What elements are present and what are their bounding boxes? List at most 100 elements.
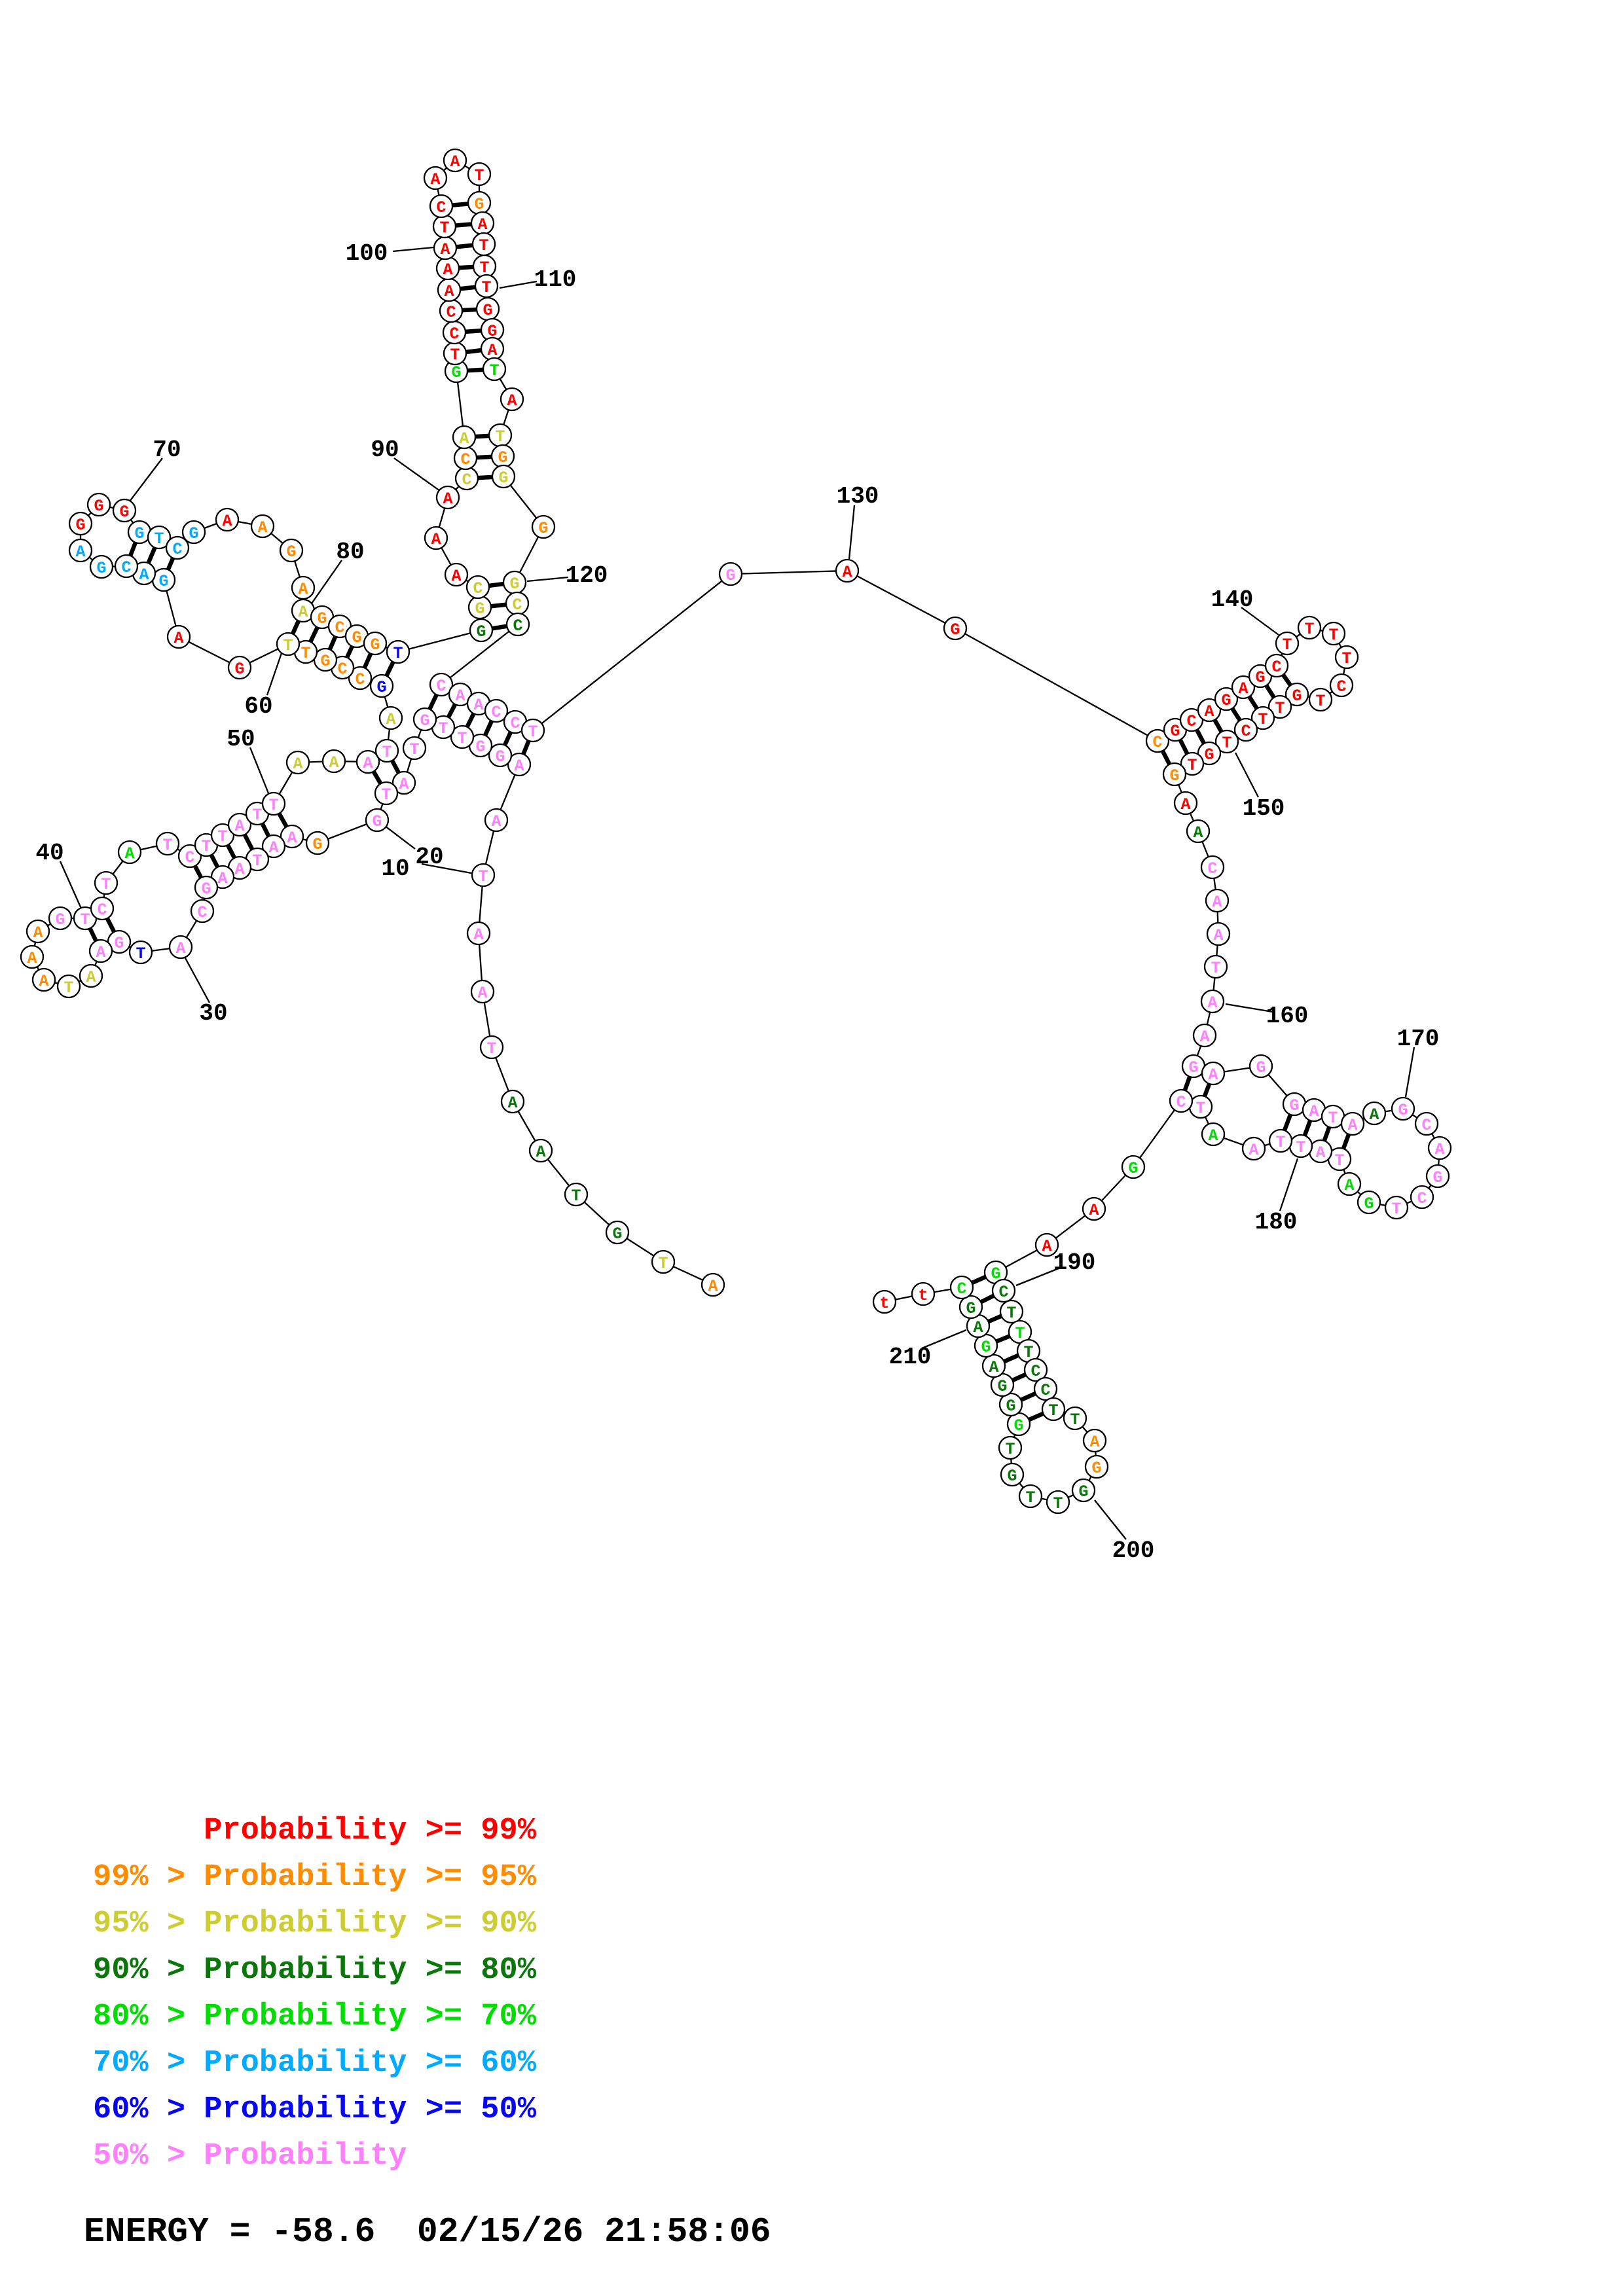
label-leader-line: [129, 457, 163, 502]
nucleotide-circle: [423, 166, 448, 190]
nucleotide-circle: [1186, 819, 1211, 844]
nucleotide-circle: [1214, 687, 1239, 711]
nucleotide: A: [356, 749, 380, 774]
nucleotide-circle: [215, 507, 240, 532]
nucleotide: C: [1023, 1357, 1048, 1382]
nucleotide-letter: G: [1006, 1397, 1015, 1416]
nucleotide: C: [1169, 1088, 1194, 1113]
nucleotide: G: [469, 618, 494, 643]
nucleotide-letter: T: [478, 867, 488, 886]
nucleotide-letter: T: [80, 910, 90, 929]
label-leader-line: [1234, 752, 1260, 798]
nucleotide: A: [444, 562, 469, 587]
nucleotide: G: [491, 464, 516, 489]
nucleotide-letter: G: [1255, 668, 1265, 687]
nucleotide-letter: A: [440, 240, 450, 259]
nucleotide-letter: A: [175, 939, 185, 958]
nucleotide: T: [1063, 1406, 1087, 1431]
label-leader-line: [384, 825, 416, 850]
nucleotide-letter: G: [119, 503, 129, 522]
nucleotide-circle: [872, 1289, 897, 1314]
nucleotide-circle: [1337, 1172, 1362, 1196]
nucleotide: G: [1391, 1096, 1415, 1121]
nucleotide: G: [1282, 1092, 1307, 1117]
nucleotide: C: [1033, 1376, 1058, 1401]
position-label: 160: [1266, 1003, 1309, 1030]
nucleotide: G: [531, 514, 556, 539]
position-label: 150: [1243, 795, 1285, 822]
nucleotide-circle: [1384, 1195, 1409, 1220]
nucleotide-circle: [168, 935, 193, 960]
nucleotide-circle: [1329, 673, 1354, 698]
nucleotide: A: [88, 939, 113, 963]
nucleotide-letter: A: [329, 753, 338, 772]
nucleotide: T: [374, 738, 399, 763]
nucleotide-letter: A: [139, 565, 149, 584]
nucleotide-circle: [1145, 728, 1170, 753]
nucleotide: C: [1200, 855, 1225, 880]
nucleotide: T: [73, 906, 98, 931]
position-label: 170: [1397, 1026, 1440, 1052]
nucleotide-circle: [605, 1220, 630, 1245]
nucleotide-circle: [491, 464, 516, 489]
nucleotide-letter: G: [158, 572, 168, 591]
nucleotide-circle: [1264, 653, 1289, 678]
nucleotide: G: [305, 831, 330, 855]
legend-row: Probability >= 99%: [93, 1814, 536, 1848]
nucleotide-circle: [991, 1278, 1016, 1303]
nucleotide-circle: [261, 834, 286, 859]
nucleotide-letter: G: [376, 678, 386, 697]
nucleotide-circle: [48, 906, 73, 931]
nucleotide: A: [470, 979, 495, 1004]
nucleotide-circle: [1414, 1111, 1439, 1136]
nucleotide-circle: [701, 1272, 725, 1297]
nucleotide-letter: A: [459, 429, 469, 448]
nucleotide: A: [435, 256, 460, 281]
nucleotide-letter: A: [173, 629, 183, 648]
backbone-line: [955, 627, 1158, 742]
nucleotide: A: [392, 770, 416, 795]
nucleotide-letter: C: [957, 1280, 966, 1299]
nucleotide: C: [1410, 1185, 1434, 1210]
nucleotide-letter: G: [114, 934, 124, 953]
nucleotide-letter: G: [950, 620, 960, 639]
nucleotide-circle: [1391, 1096, 1415, 1121]
nucleotide: T: [1188, 1094, 1213, 1119]
nucleotide-letter: G: [370, 636, 380, 655]
nucleotide: C: [1264, 653, 1289, 678]
nucleotide-letter: C: [1336, 677, 1346, 696]
nucleotide: T: [479, 1035, 504, 1060]
nucleotide: A: [701, 1272, 725, 1297]
nucleotide-letter: G: [1078, 1482, 1088, 1501]
nucleotide-letter: A: [234, 860, 244, 879]
nucleotide-letter: T: [1025, 1488, 1035, 1507]
nucleotide-letter: A: [86, 968, 96, 987]
nucleotide-circle: [261, 791, 286, 816]
nucleotide: A: [26, 919, 50, 944]
nucleotide-letter: T: [1222, 734, 1231, 753]
nucleotide-circle: [112, 498, 137, 523]
nucleotide-letter: T: [252, 806, 262, 825]
nucleotide-letter: G: [1013, 1416, 1023, 1435]
label-leader-line: [1241, 607, 1279, 636]
nucleotide: A: [1308, 1139, 1333, 1164]
nucleotide-letter: A: [491, 812, 501, 831]
label-leader-line: [183, 956, 211, 1003]
nucleotide-letter: A: [1238, 679, 1248, 698]
nucleotide-letter: A: [1208, 1066, 1218, 1085]
nucleotide-letter: A: [1434, 1140, 1444, 1159]
nucleotide-circle: [500, 387, 524, 412]
nucleotide: G: [468, 733, 493, 758]
nucleotide: A: [433, 236, 458, 260]
nucleotide-circle: [94, 870, 119, 895]
nucleotide-circle: [128, 940, 153, 965]
nucleotide-letter: A: [363, 754, 373, 773]
nucleotide-letter: T: [409, 740, 419, 759]
nucleotide-letter: C: [512, 596, 522, 615]
nucleotide-letter: G: [495, 747, 505, 766]
nucleotide-letter: A: [1204, 702, 1214, 721]
nucleotide-circle: [1410, 1185, 1434, 1210]
nucleotide-letter: C: [121, 558, 131, 577]
nucleotide: A: [1231, 675, 1256, 700]
nucleotide-letter: G: [1188, 1058, 1198, 1077]
